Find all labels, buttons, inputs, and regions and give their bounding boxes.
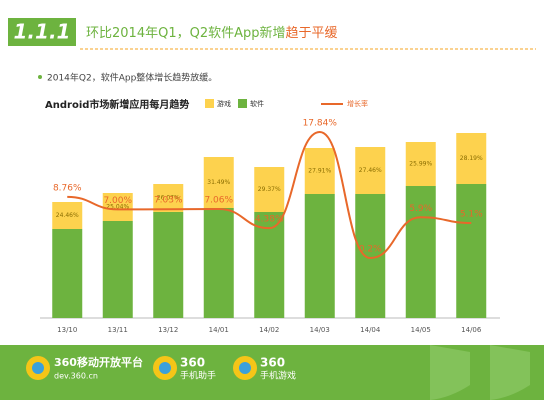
- share-label: 25.99%: [409, 161, 432, 168]
- brand-sub: 手机助手: [180, 370, 216, 382]
- logo: [159, 362, 171, 374]
- header-badge: [8, 18, 76, 46]
- plot: 24.46% 13/10 25.04% 13/11 26.07% 13/12 31.49% 1…: [52, 99, 487, 334]
- data-label: 7.06%: [204, 196, 233, 206]
- bar: [456, 133, 487, 184]
- bar: [52, 202, 83, 229]
- bar: [355, 147, 386, 194]
- growth-line: [67, 130, 472, 260]
- x-tick-label: 14/03: [310, 326, 330, 334]
- data-label: 7.03%: [154, 196, 183, 206]
- bar: [153, 212, 184, 318]
- shield-icon: [490, 345, 530, 400]
- logo: [32, 362, 44, 374]
- logo: [239, 362, 251, 374]
- bullet-dot: [38, 75, 42, 79]
- bar: [405, 186, 436, 318]
- brand: 360: [260, 356, 285, 370]
- bar: [102, 221, 133, 318]
- brand-sub: 手机游戏: [260, 370, 296, 382]
- chart-title: Android市场新增应用每月趋势: [45, 98, 189, 111]
- x-tick-label: 14/01: [209, 326, 229, 334]
- brand: 360移动开放平台: [54, 355, 143, 369]
- data-label: 0.2%: [359, 245, 382, 255]
- bar: [203, 208, 234, 318]
- bar: [456, 184, 487, 318]
- share-label: 28.19%: [460, 155, 483, 162]
- share-label: 29.37%: [258, 186, 281, 193]
- data-label: 5.9%: [409, 204, 432, 214]
- x-tick-label: 13/12: [158, 326, 178, 334]
- data-label: 4.38%: [255, 215, 284, 225]
- bar: [254, 167, 285, 212]
- x-tick-label: 14/05: [411, 326, 431, 334]
- shield-icon: [430, 345, 470, 400]
- data-label: 7.00%: [103, 196, 132, 206]
- share-label: 25.04%: [106, 204, 129, 211]
- share-label: 27.46%: [359, 167, 382, 174]
- legend-label: 增长率: [347, 99, 368, 108]
- share-label: 27.91%: [308, 168, 331, 175]
- x-tick-label: 14/04: [360, 326, 381, 334]
- x-tick-label: 14/06: [461, 326, 482, 334]
- bullet-text: 2014年Q2，软件App整体增长趋势放缓。: [47, 72, 217, 84]
- brand: 360: [180, 356, 205, 370]
- title-main: 环比2014年Q1，Q2软件App新增: [86, 25, 286, 41]
- bar: [254, 212, 285, 318]
- x-tick-label: 14/02: [259, 326, 279, 334]
- bar: [405, 142, 436, 186]
- bar: [203, 157, 234, 208]
- title-highlight: 趋于平缓: [286, 26, 338, 41]
- share-label: 31.49%: [207, 179, 230, 186]
- data-label: 17.84%: [303, 119, 338, 129]
- header-title: 环比2014年Q1，Q2软件App新增趋于平缓: [86, 25, 338, 41]
- x-tick-label: 13/10: [57, 326, 77, 334]
- data-label: 8.76%: [53, 183, 82, 193]
- legend-label: 游戏: [217, 99, 231, 108]
- legend-swatch: [205, 99, 214, 108]
- bar: [304, 194, 335, 318]
- share-label: 24.46%: [56, 212, 79, 219]
- bar: [102, 193, 133, 221]
- share-label: 26.07%: [157, 195, 180, 202]
- legend-swatch: [238, 99, 247, 108]
- data-label: 5.1%: [460, 210, 483, 220]
- bar: [52, 229, 83, 318]
- bar: [304, 148, 335, 194]
- header-number: 1.1.1: [14, 20, 71, 44]
- brand-url: dev.360.cn: [54, 372, 98, 381]
- x-tick-label: 13/11: [108, 326, 128, 334]
- bar: [153, 184, 184, 212]
- legend-label: 软件: [250, 99, 264, 108]
